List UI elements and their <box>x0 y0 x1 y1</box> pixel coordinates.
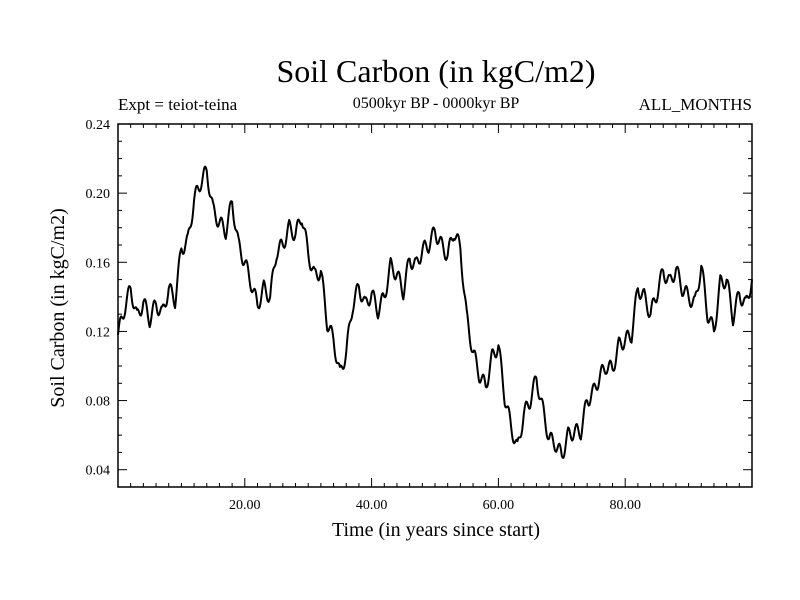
months-caption: ALL_MONTHS <box>639 95 752 114</box>
y-tick-label: 0.04 <box>86 464 111 479</box>
x-tick-label: 40.00 <box>356 498 388 513</box>
x-tick-label: 20.00 <box>229 498 261 513</box>
x-tick-label: 60.00 <box>483 498 515 513</box>
y-tick-label: 0.16 <box>86 256 111 271</box>
y-tick-label: 0.08 <box>86 395 111 410</box>
x-axis-label: Time (in years since start) <box>332 519 540 541</box>
y-axis-label: Soil Carbon (in kgC/m2) <box>47 208 69 407</box>
axis-tick-labels: 20.00 40.00 60.00 80.00 0.04 0.08 0.12 0.16 0.20… <box>86 118 641 513</box>
y-tick-label: 0.12 <box>86 325 111 340</box>
time-range-caption: 0500kyr BP - 0000kyr BP <box>353 95 520 112</box>
experiment-caption: Expt = teiot-teina <box>118 95 238 114</box>
plot-frame <box>117 123 753 488</box>
chart-title: Soil Carbon (in kgC/m2) <box>276 53 595 89</box>
x-tick-label: 80.00 <box>609 498 641 513</box>
series-line-soil-carbon <box>117 165 753 459</box>
y-tick-label: 0.24 <box>86 118 111 133</box>
y-tick-label: 0.20 <box>86 187 111 202</box>
